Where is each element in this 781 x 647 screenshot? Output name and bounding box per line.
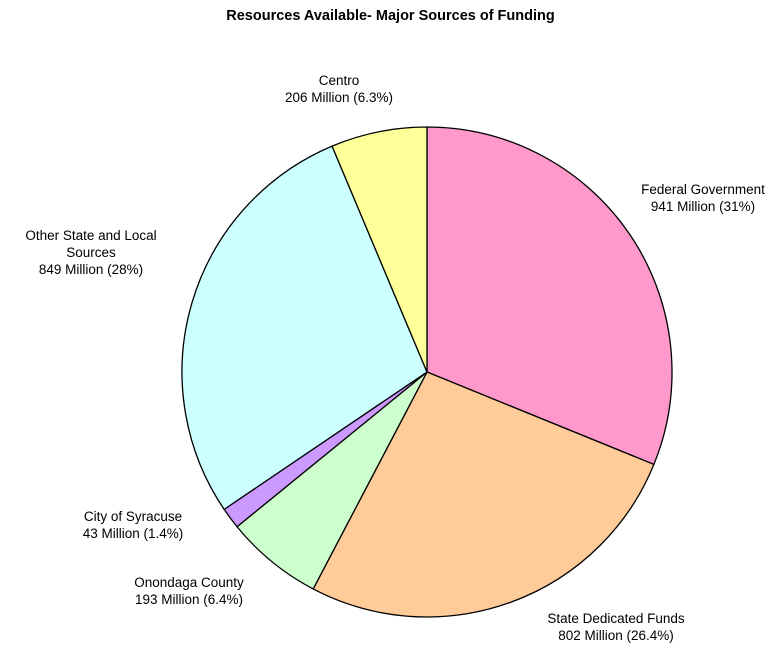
slice-label-onondaga-county: Onondaga County 193 Million (6.4%) bbox=[134, 575, 244, 607]
slice-label-line: City of Syracuse bbox=[84, 509, 182, 524]
slice-label-centro: Centro 206 Million (6.3%) bbox=[285, 73, 393, 105]
slice-label-line: Sources bbox=[66, 245, 116, 260]
pie-slice-federal-government bbox=[426, 126, 673, 466]
pie-slices bbox=[181, 126, 673, 618]
slice-label-line: 802 Million (26.4%) bbox=[558, 628, 674, 643]
slice-label-line: 206 Million (6.3%) bbox=[285, 90, 393, 105]
pie-slice-centro bbox=[331, 126, 428, 373]
slice-label-other-state-and-local-sources: Other State and Local Sources 849 Million … bbox=[25, 228, 156, 277]
slice-label-line: 193 Million (6.4%) bbox=[135, 592, 243, 607]
slice-label-line: 941 Million (31%) bbox=[651, 199, 755, 214]
pie-slice-other-state-and-local-sources bbox=[181, 145, 428, 511]
slice-label-line: Centro bbox=[319, 73, 360, 88]
slice-label-city-of-syracuse: City of Syracuse 43 Million (1.4%) bbox=[83, 509, 184, 541]
pie-slice-state-dedicated-funds bbox=[312, 371, 655, 618]
slice-label-line: Federal Government bbox=[641, 182, 765, 197]
slice-label-line: State Dedicated Funds bbox=[547, 611, 685, 626]
slice-label-federal-government: Federal Government 941 Million (31%) bbox=[641, 182, 765, 214]
slice-label-line: Other State and Local bbox=[25, 228, 156, 243]
chart-title: Resources Available- Major Sources of Fu… bbox=[226, 8, 555, 24]
slice-label-state-dedicated-funds: State Dedicated Funds 802 Million (26.4%) bbox=[547, 611, 685, 643]
slice-label-line: Onondaga County bbox=[134, 575, 244, 590]
slice-label-line: 849 Million (28%) bbox=[39, 262, 143, 277]
slice-label-line: 43 Million (1.4%) bbox=[83, 526, 184, 541]
slice-labels: Federal Government 941 Million (31%) State… bbox=[25, 73, 765, 643]
